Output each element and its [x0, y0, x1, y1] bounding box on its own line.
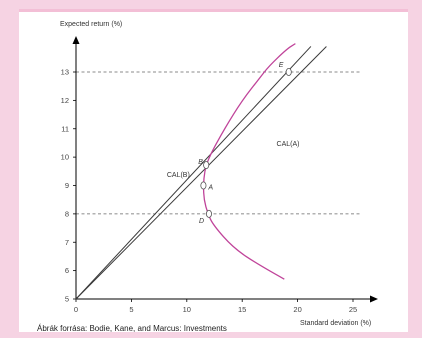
- x-axis-arrow: [370, 295, 378, 303]
- y-tick-label: 12: [61, 96, 69, 105]
- series-line-cala: [75, 46, 327, 300]
- source-note: Ábrák forrása: Bodie, Kane, and Marcus: …: [37, 324, 227, 333]
- y-tick-label: 6: [65, 266, 69, 275]
- x-tick-label: 25: [349, 305, 357, 314]
- portfolio-label-d: D: [199, 218, 204, 225]
- portfolio-label-b: B: [198, 159, 203, 166]
- series-line-calb: [75, 46, 312, 300]
- y-tick-label: 13: [61, 68, 69, 77]
- portfolio-point-b: [203, 161, 210, 170]
- portfolio-point-a: [200, 181, 207, 190]
- annotation-label: CAL(A): [277, 141, 300, 148]
- y-tick-label: 5: [65, 295, 69, 304]
- annotation-label: CAL(B): [167, 172, 190, 179]
- portfolio-label-a: A: [207, 185, 213, 192]
- y-tick-label: 11: [61, 124, 69, 133]
- portfolio-point-e: [285, 68, 292, 77]
- y-axis-title: Expected return (%): [60, 21, 122, 28]
- y-tick-label: 7: [65, 238, 69, 247]
- x-tick-label: 5: [129, 305, 133, 314]
- panel-top-strip: [19, 9, 408, 12]
- x-axis-title: Standard deviation (%): [300, 320, 371, 327]
- x-tick-label: 15: [238, 305, 246, 314]
- y-tick-label: 10: [61, 153, 69, 162]
- y-tick-label: 9: [65, 181, 69, 190]
- chart-panel: [19, 9, 408, 332]
- portfolio-label-e: E: [279, 62, 284, 69]
- portfolio-point-d: [205, 209, 212, 218]
- efficient-frontier-curve: [202, 43, 296, 280]
- x-tick-label: 20: [293, 305, 301, 314]
- y-axis-arrow: [72, 36, 80, 44]
- x-tick-label: 10: [183, 305, 191, 314]
- x-tick-label: 0: [74, 305, 78, 314]
- y-tick-label: 8: [65, 209, 69, 218]
